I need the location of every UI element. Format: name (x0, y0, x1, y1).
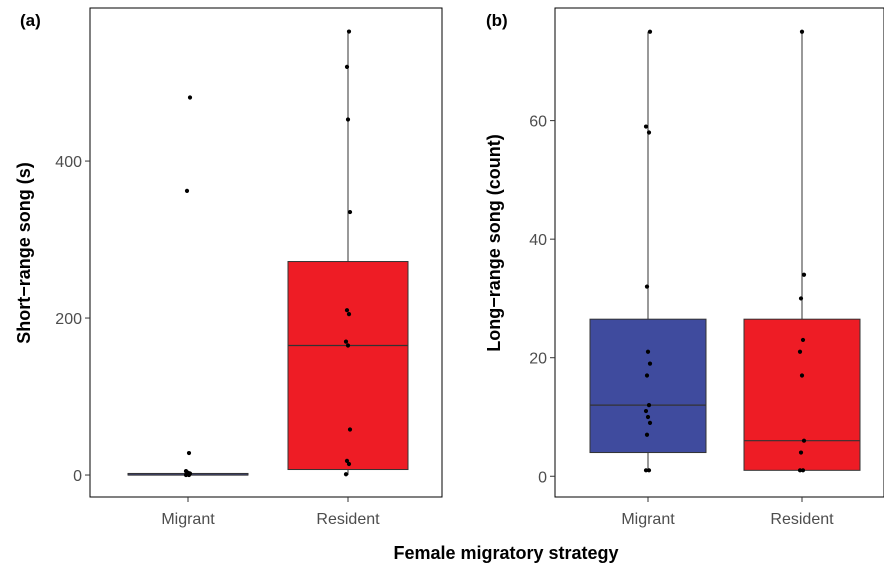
y-tick-label: 60 (529, 114, 547, 131)
data-point-resident (798, 450, 804, 455)
y-tick-label: 400 (55, 154, 82, 171)
data-point-migrant (646, 403, 652, 408)
data-point-migrant (184, 188, 190, 193)
data-point-resident (797, 349, 803, 354)
data-point-resident (800, 337, 806, 343)
data-point-resident (345, 117, 351, 122)
data-point-resident (800, 468, 806, 473)
data-point-resident (346, 461, 352, 467)
y-tick-label: 200 (55, 311, 82, 328)
data-point-resident (344, 458, 350, 463)
panel-b: (b) Long−range song (count) 0 20 40 60 Migr… (484, 7, 884, 528)
panel-b-y-axis-title: Long−range song (count) (484, 134, 504, 352)
data-point-migrant (643, 468, 649, 473)
y-tick-label: 40 (529, 232, 547, 249)
data-point-resident (343, 339, 349, 344)
data-point-migrant (646, 468, 652, 473)
data-point-resident (799, 29, 805, 34)
x-tick-label-migrant: Migrant (161, 511, 215, 528)
data-point-migrant (187, 95, 193, 100)
panel-a-y-ticks: 0 200 400 (55, 154, 90, 485)
data-point-migrant (643, 124, 649, 129)
x-tick-label-migrant: Migrant (621, 511, 675, 528)
data-point-resident (347, 427, 353, 432)
y-tick-label: 0 (538, 469, 547, 486)
data-point-migrant (643, 408, 649, 414)
data-point-migrant (647, 420, 653, 426)
data-point-migrant (646, 130, 652, 135)
panel-a-y-axis-title: Short−range song (s) (14, 162, 34, 344)
panel-b-boxes (589, 31, 861, 471)
data-point-resident (346, 312, 352, 317)
data-point-migrant (183, 468, 189, 474)
panel-b-x-ticks: Migrant Resident (621, 497, 834, 528)
data-point-resident (797, 468, 803, 473)
data-point-resident (801, 272, 807, 277)
data-point-resident (347, 209, 353, 215)
panel-a-x-ticks: Migrant Resident (161, 497, 380, 528)
panel-a: (a) Short−range song (s) 0 200 400 Migrant… (14, 7, 443, 528)
data-point-resident (346, 29, 352, 34)
data-point-migrant (645, 349, 651, 354)
panel-a-label: (a) (20, 11, 41, 30)
data-point-migrant (645, 414, 651, 420)
data-point-resident (798, 296, 804, 301)
data-point-resident (344, 308, 350, 313)
data-point-migrant (647, 29, 653, 34)
data-point-migrant (186, 450, 192, 456)
box-resident (743, 318, 861, 471)
data-point-migrant (644, 373, 650, 378)
data-point-migrant (644, 284, 650, 289)
data-point-resident (799, 373, 805, 378)
data-point-resident (345, 343, 351, 348)
data-point-migrant (644, 432, 650, 437)
x-tick-label-resident: Resident (316, 511, 380, 528)
data-point-resident (343, 472, 349, 477)
box-migrant (589, 318, 707, 454)
panel-b-points (643, 29, 807, 473)
panel-b-label: (b) (486, 11, 508, 30)
panel-b-y-ticks: 0 20 40 60 (529, 114, 555, 486)
data-point-migrant (647, 361, 653, 366)
box-resident (287, 261, 409, 471)
y-tick-label: 20 (529, 351, 547, 368)
panel-a-points (183, 29, 353, 478)
x-axis-title: Female migratory strategy (393, 543, 618, 563)
x-tick-label-resident: Resident (770, 511, 834, 528)
y-tick-label: 0 (73, 468, 82, 485)
data-point-resident (801, 438, 807, 443)
data-point-resident (344, 64, 350, 69)
